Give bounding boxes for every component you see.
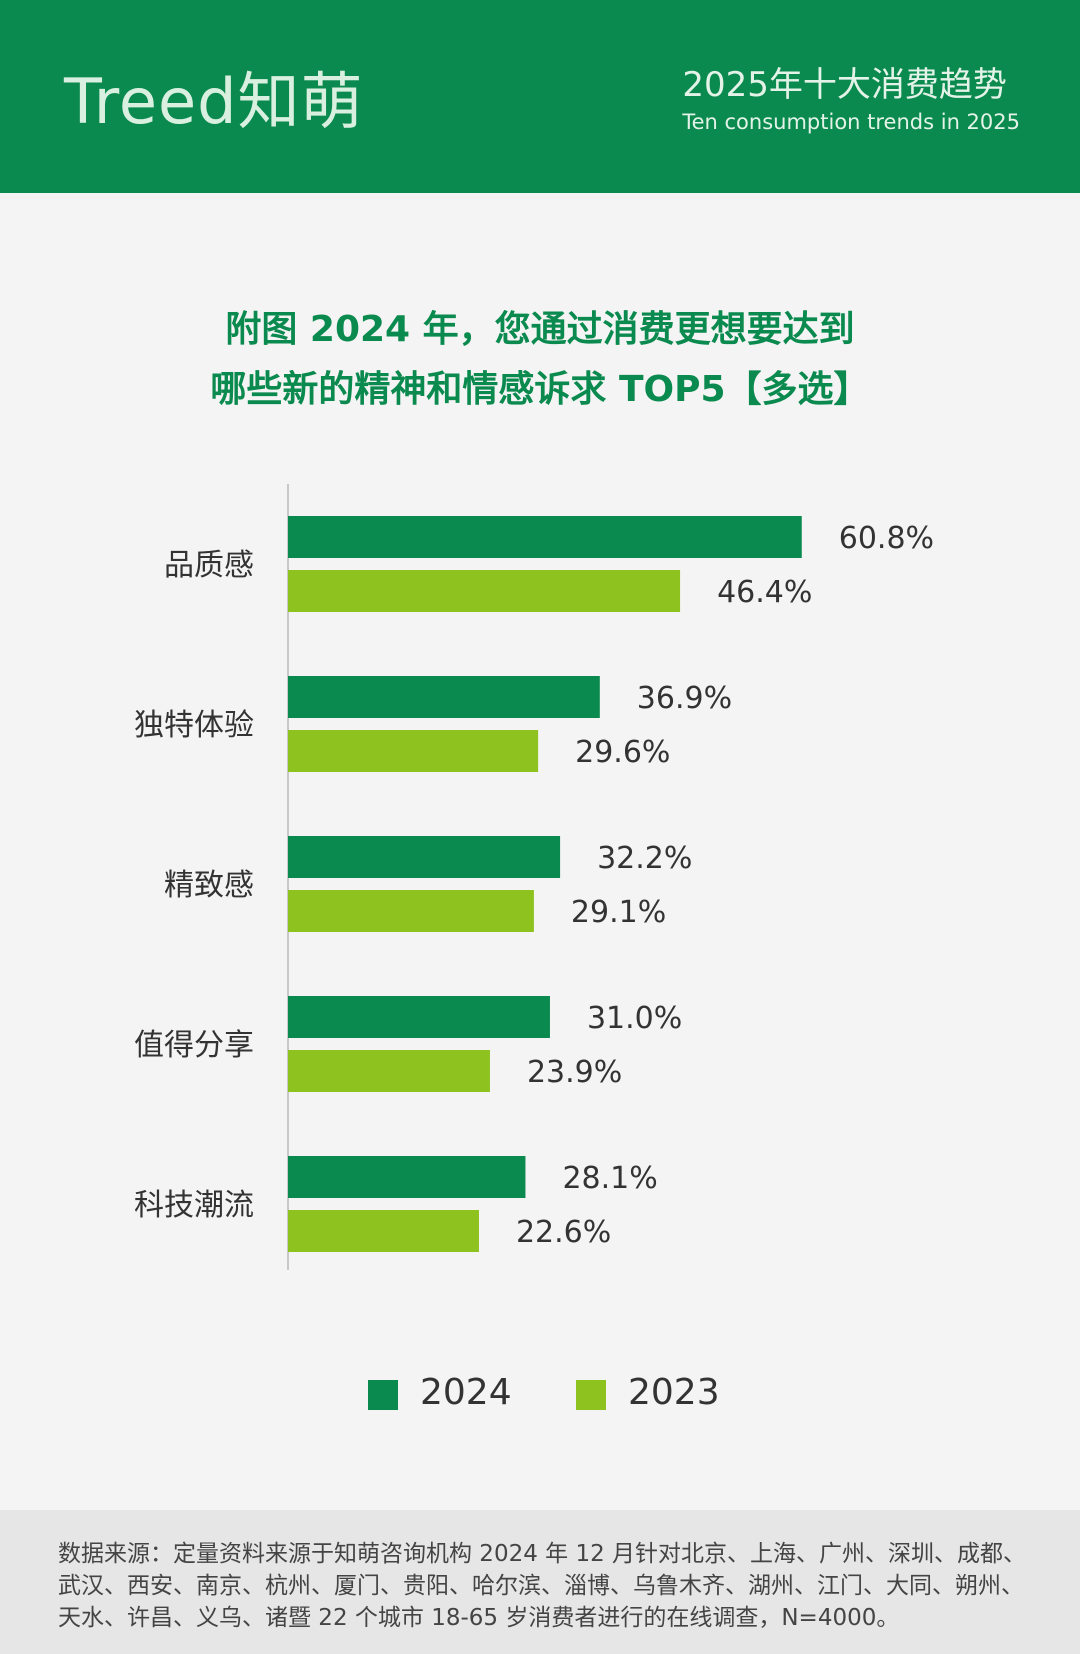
legend-label-2023: 2023 xyxy=(628,1372,720,1413)
data-label-2024: 31.0% xyxy=(587,1001,682,1036)
data-source-note: 数据来源：定量资料来源于知萌咨询机构 2024 年 12 月针对北京、上海、广州… xyxy=(58,1541,1027,1631)
data-label-2023: 29.6% xyxy=(575,735,670,770)
category-label: 独特体验 xyxy=(134,708,254,743)
data-label-2024: 32.2% xyxy=(597,841,692,876)
bar-2023 xyxy=(288,1050,490,1092)
bar-2024 xyxy=(288,836,561,878)
bar-2024 xyxy=(288,516,802,558)
chart-legend: 2024 2023 xyxy=(0,1368,1080,1418)
category-label: 科技潮流 xyxy=(134,1188,254,1223)
bar-2024 xyxy=(288,996,550,1038)
category-label: 精致感 xyxy=(164,868,254,903)
chart-title-line-1: 附图 2024 年，您通过消费更想要达到 xyxy=(225,309,855,350)
category-label: 值得分享 xyxy=(134,1028,254,1063)
category-label: 品质感 xyxy=(164,548,254,583)
data-label-2024: 60.8% xyxy=(839,521,934,556)
bar-2024 xyxy=(288,676,600,718)
data-label-2023: 23.9% xyxy=(527,1055,622,1090)
treed-logo: Treed知萌 xyxy=(64,65,364,138)
data-label-2024: 36.9% xyxy=(637,681,732,716)
legend-swatch-2024 xyxy=(368,1380,398,1410)
chart-title: 附图 2024 年，您通过消费更想要达到 哪些新的精神和情感诉求 TOP5【多选… xyxy=(0,300,1080,420)
data-label-2023: 29.1% xyxy=(571,895,666,930)
bar-2023 xyxy=(288,730,539,772)
footer: 数据来源：定量资料来源于知萌咨询机构 2024 年 12 月针对北京、上海、广州… xyxy=(0,1510,1080,1654)
data-label-2023: 22.6% xyxy=(516,1215,611,1250)
legend-label-2024: 2024 xyxy=(420,1372,512,1413)
report-subtitle: Ten consumption trends in 2025 xyxy=(682,110,1020,134)
chart-title-line-2: 哪些新的精神和情感诉求 TOP5【多选】 xyxy=(210,369,870,410)
bar-2023 xyxy=(288,890,534,932)
bar-chart: 品质感 60.8% 46.4% 独特体验 36.9% 29.6% 精致感 32.2% 29.1%… xyxy=(134,484,934,1270)
bar-2023 xyxy=(288,570,681,612)
report-title: 2025年十大消费趋势 xyxy=(682,65,1007,105)
bar-2023 xyxy=(288,1210,479,1252)
header-banner: Treed知萌 2025年十大消费趋势 Ten consumption tren… xyxy=(0,0,1080,193)
header-right: 2025年十大消费趋势 Ten consumption trends in 20… xyxy=(682,62,1020,136)
legend-swatch-2023 xyxy=(576,1380,606,1410)
bar-2024 xyxy=(288,1156,526,1198)
data-label-2024: 28.1% xyxy=(562,1161,657,1196)
data-label-2023: 46.4% xyxy=(717,575,812,610)
